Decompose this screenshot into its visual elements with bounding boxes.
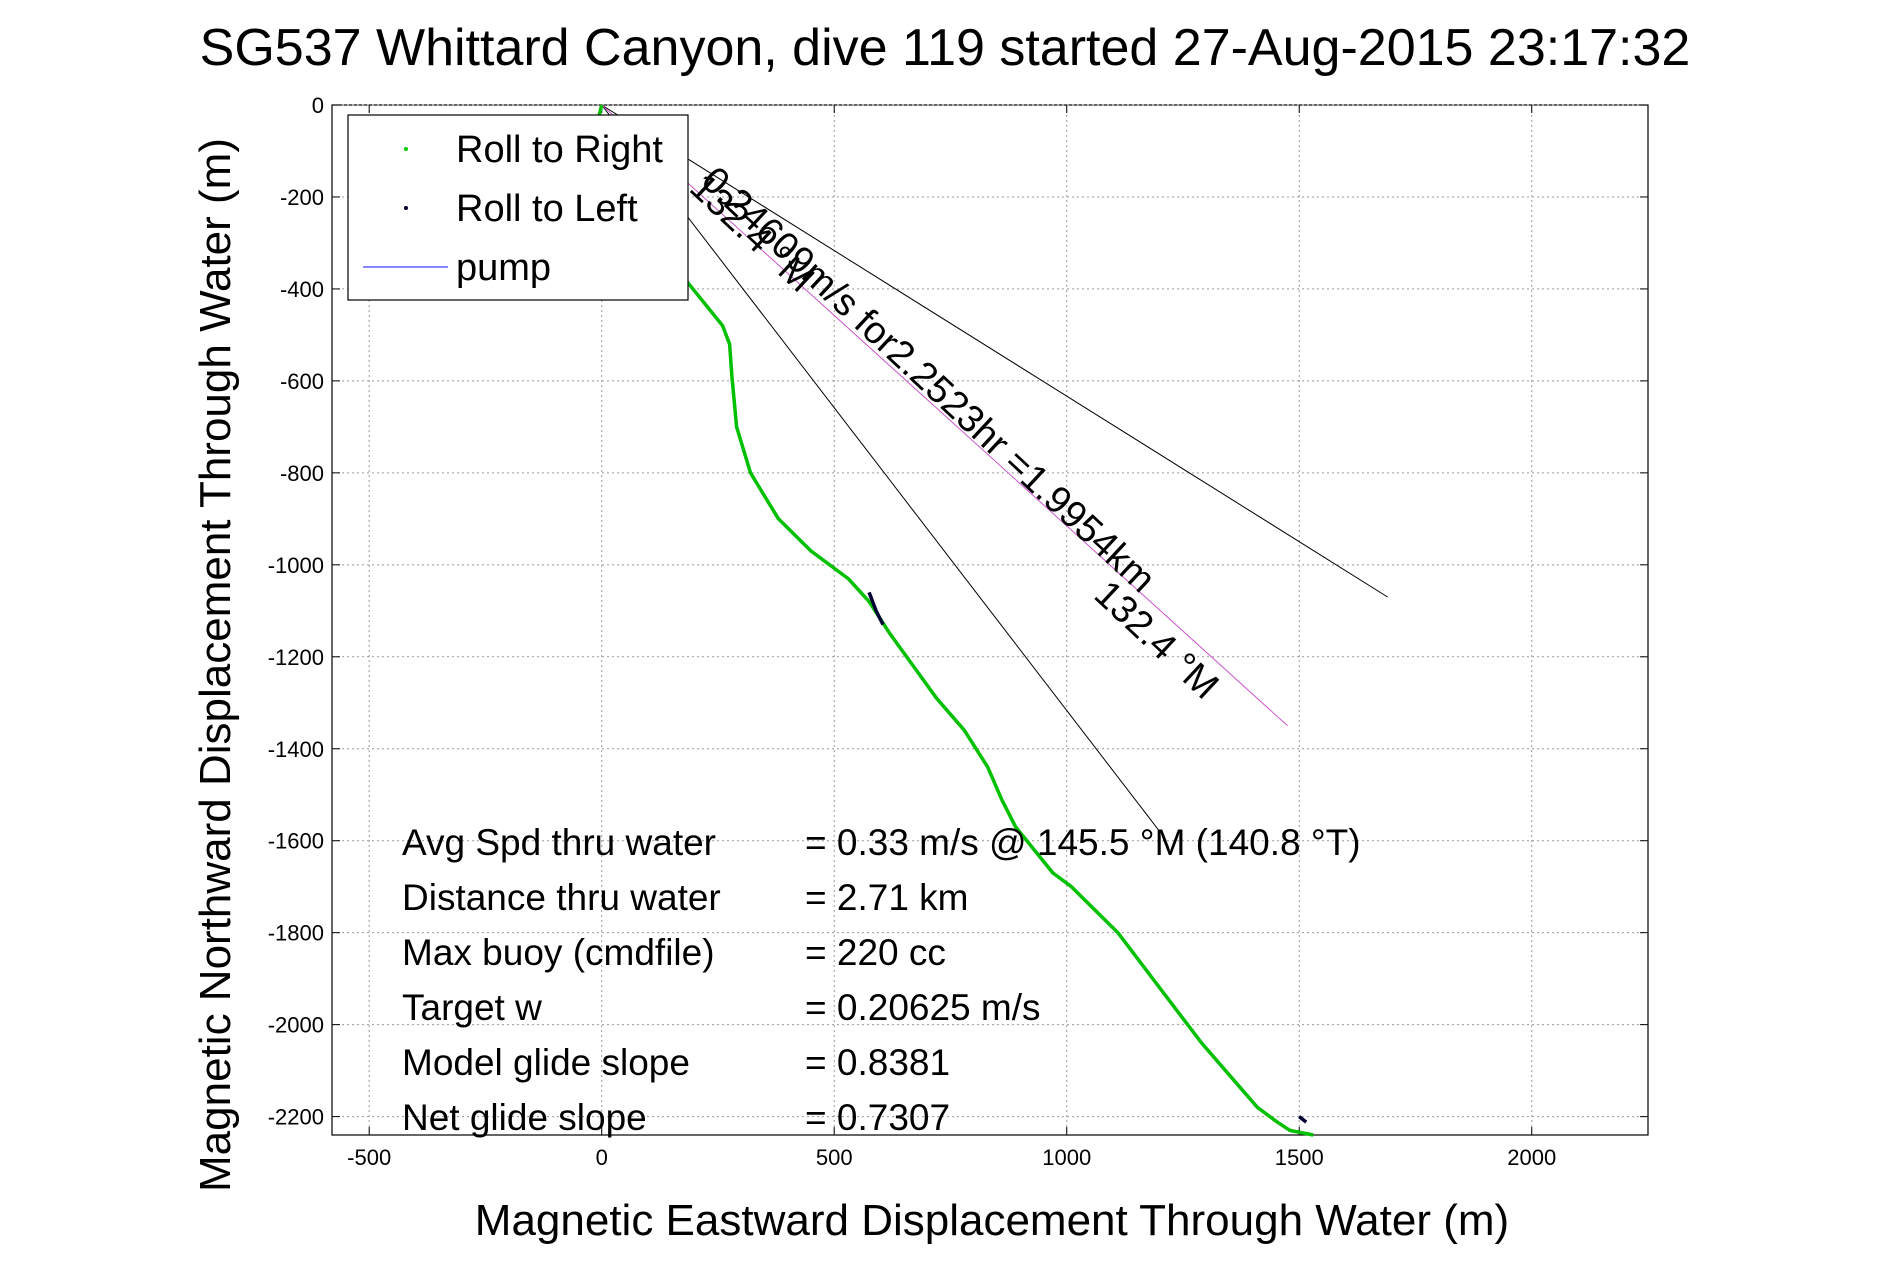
y-axis-label: Magnetic Northward Displacement Through … <box>191 138 240 1192</box>
stat-value: = 0.20625 m/s <box>805 987 1041 1028</box>
legend-label: pump <box>456 247 551 289</box>
stat-label: Model glide slope <box>402 1042 690 1083</box>
reference-line <box>601 104 1161 832</box>
stat-label: Target w <box>402 987 542 1028</box>
y-tick-label: -400 <box>280 277 324 302</box>
stat-value: = 2.71 km <box>805 877 969 918</box>
x-tick-label: 1500 <box>1275 1145 1324 1170</box>
y-tick-label: -2200 <box>268 1105 324 1130</box>
y-tick-label: -1200 <box>268 645 324 670</box>
legend-label: Roll to Left <box>456 188 638 230</box>
roll-left-segment <box>1298 1115 1308 1124</box>
y-tick-label: -800 <box>280 461 324 486</box>
reference-line <box>601 104 1388 598</box>
y-tick-label: -1600 <box>268 829 324 854</box>
stat-value: = 0.7307 <box>805 1097 950 1138</box>
y-tick-label: -1800 <box>268 921 324 946</box>
roll-left-segment <box>867 591 885 626</box>
y-tick-label: -2000 <box>268 1013 324 1038</box>
pump-line <box>601 104 1288 727</box>
stat-label: Avg Spd thru water <box>402 822 716 863</box>
stat-value: = 0.33 m/s @ 145.5 °M (140.8 °T) <box>805 822 1361 863</box>
stat-value: = 220 cc <box>805 932 946 973</box>
x-tick-label: 2000 <box>1507 1145 1556 1170</box>
y-tick-label: -1400 <box>268 737 324 762</box>
plot-area: -500 0 500 1000 1500 2000 0 -200 -400 -600 -800 -10… <box>268 93 1649 1170</box>
y-tick-label: -600 <box>280 369 324 394</box>
legend-label: Roll to Right <box>456 129 663 171</box>
roll-right-track <box>597 104 1314 1137</box>
stat-label: Distance thru water <box>402 877 721 918</box>
legend-dot-swatch <box>404 147 408 151</box>
stat-value: = 0.8381 <box>805 1042 950 1083</box>
y-tick-label: -200 <box>280 185 324 210</box>
chart-title: SG537 Whittard Canyon, dive 119 started … <box>200 19 1691 77</box>
x-tick-label: -500 <box>347 1145 391 1170</box>
stat-label: Net glide slope <box>402 1097 647 1138</box>
stat-label: Max buoy (cmdfile) <box>402 932 715 973</box>
x-axis-label: Magnetic Eastward Displacement Through W… <box>475 1196 1509 1245</box>
x-tick-label: 1000 <box>1042 1145 1091 1170</box>
y-tick-label: -1000 <box>268 553 324 578</box>
x-tick-label: 0 <box>596 1145 608 1170</box>
legend-dot-swatch <box>404 206 408 210</box>
x-tick-label: 500 <box>816 1145 853 1170</box>
y-tick-label: 0 <box>312 93 324 118</box>
